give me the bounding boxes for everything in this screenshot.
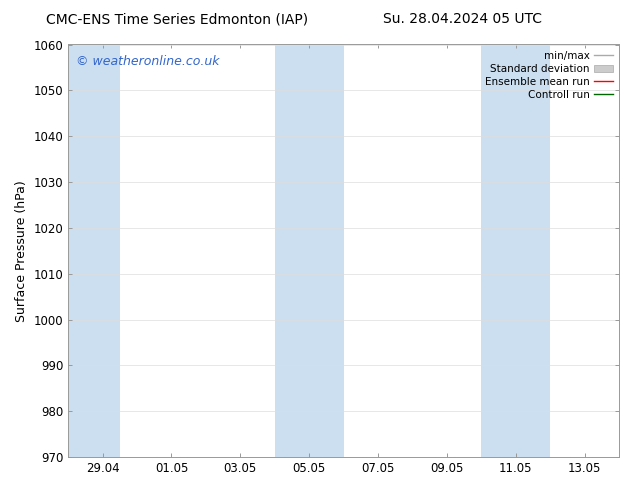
Text: © weatheronline.co.uk: © weatheronline.co.uk [77, 55, 220, 68]
Y-axis label: Surface Pressure (hPa): Surface Pressure (hPa) [15, 180, 28, 322]
Bar [275, 45, 344, 457]
Text: CMC-ENS Time Series Edmonton (IAP): CMC-ENS Time Series Edmonton (IAP) [46, 12, 309, 26]
Bar [481, 45, 550, 457]
Text: Su. 28.04.2024 05 UTC: Su. 28.04.2024 05 UTC [384, 12, 542, 26]
Bar [68, 45, 120, 457]
Legend: min/max, Standard deviation, Ensemble mean run, Controll run: min/max, Standard deviation, Ensemble me… [481, 47, 617, 104]
